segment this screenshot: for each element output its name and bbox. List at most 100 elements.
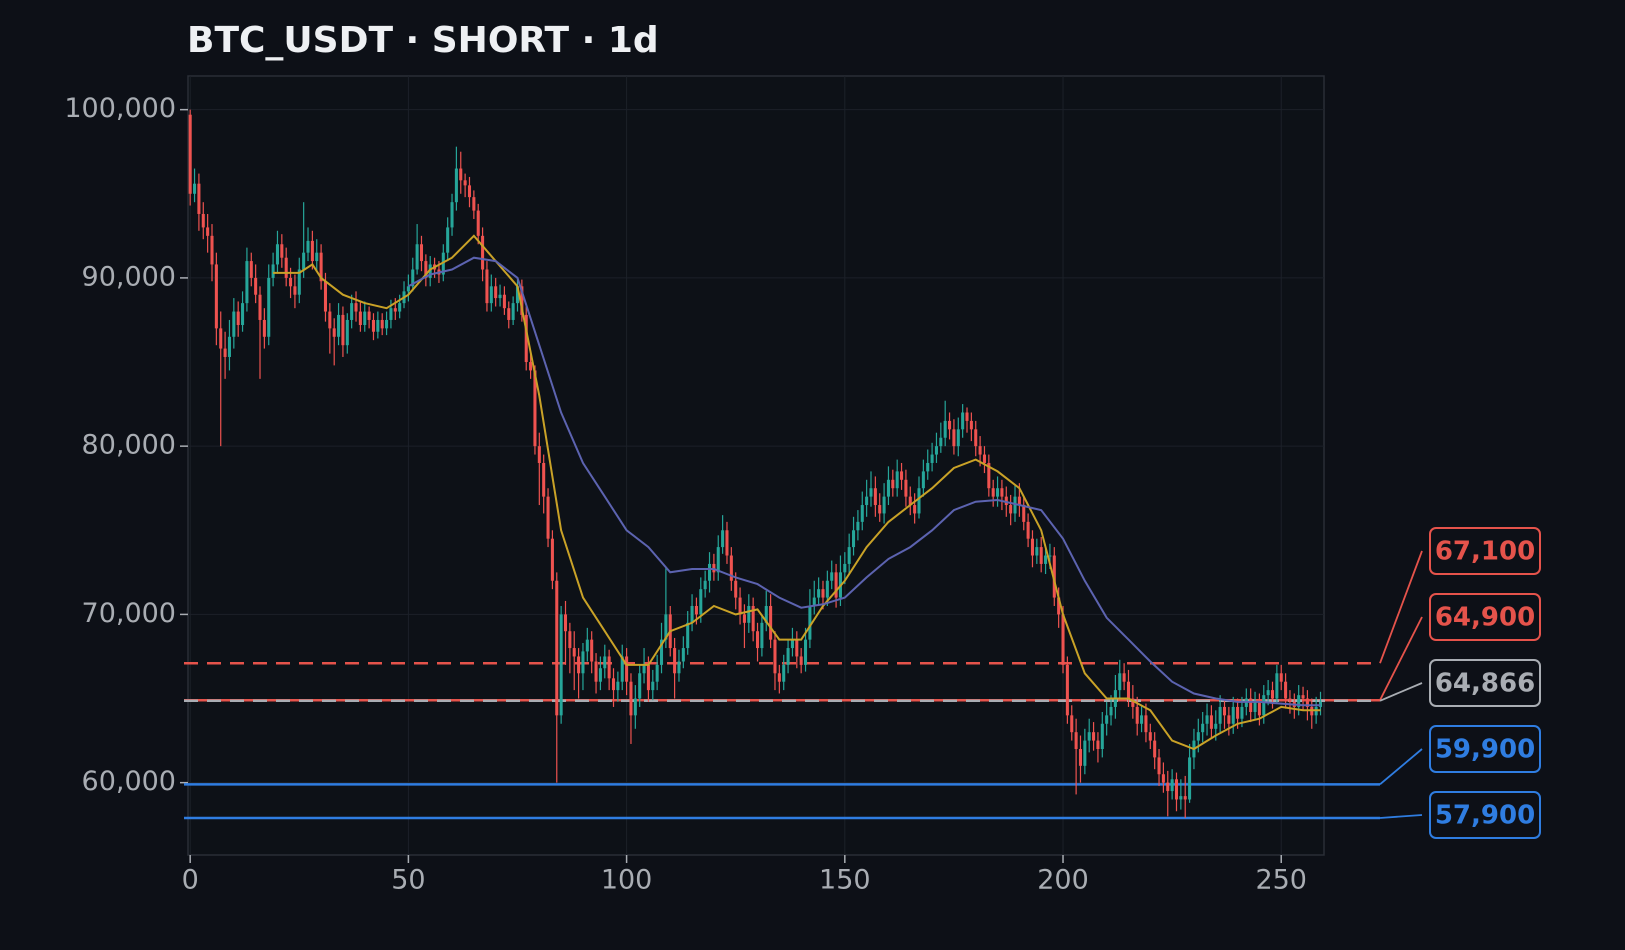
- candle-body: [1301, 695, 1305, 699]
- candle-body: [1231, 706, 1235, 724]
- candle-body: [620, 656, 624, 682]
- candle-body: [969, 420, 973, 430]
- level-label-box: [1429, 593, 1541, 641]
- candle-body: [494, 286, 498, 299]
- candle-body: [987, 462, 991, 489]
- candle-body: [446, 227, 450, 253]
- candle-body: [1227, 715, 1231, 724]
- candle-body: [367, 311, 371, 320]
- candle-body: [1218, 706, 1222, 724]
- candle-body: [1078, 749, 1083, 766]
- level-labels: 67,100 64,900 64,866 59,900 57,900: [1429, 527, 1541, 839]
- candle-body: [1284, 681, 1288, 699]
- candle-body: [956, 429, 960, 447]
- candle-body: [786, 648, 790, 665]
- candle-body: [830, 572, 834, 581]
- candle-body: [782, 664, 786, 682]
- candle-body: [280, 244, 284, 258]
- candle-body: [197, 183, 201, 214]
- candle-body: [1249, 698, 1253, 712]
- candle-body: [1048, 555, 1052, 557]
- candle-body: [1222, 706, 1227, 716]
- candle-body: [878, 505, 882, 514]
- candle-body: [1140, 715, 1144, 724]
- candle-body: [577, 656, 581, 674]
- candle-body: [1070, 715, 1074, 733]
- candle-body: [934, 446, 938, 455]
- plot-area: [187, 75, 1325, 856]
- candle-body: [1074, 732, 1078, 750]
- candle-body: [1170, 779, 1174, 792]
- candle-body: [642, 664, 646, 674]
- candle-body: [856, 521, 860, 531]
- candle-body: [297, 269, 301, 295]
- candle-body: [485, 269, 489, 304]
- candle-body: [241, 303, 245, 326]
- candle-body: [751, 605, 755, 632]
- candle-body: [1035, 547, 1039, 556]
- candle-body: [1118, 673, 1122, 691]
- candle-body: [616, 681, 620, 691]
- candle-body: [1288, 698, 1292, 702]
- moving-averages: [273, 234, 1321, 751]
- candle-body: [1144, 715, 1148, 733]
- candle-body: [249, 261, 253, 278]
- candle-body: [1039, 547, 1043, 564]
- candle-body: [638, 673, 642, 699]
- candle-body: [974, 429, 978, 447]
- candle-body: [472, 197, 476, 211]
- candle-body: [201, 213, 205, 228]
- candle-body: [681, 648, 685, 662]
- candle-body: [555, 580, 559, 716]
- candle-body: [852, 530, 856, 548]
- candle-body: [563, 614, 568, 632]
- candle-body: [193, 183, 197, 194]
- candle-body: [1205, 715, 1209, 724]
- candle-body: [450, 202, 454, 228]
- y-tick-label: 100,000: [64, 93, 176, 124]
- candle-body: [1257, 701, 1261, 716]
- candle-body: [1009, 505, 1013, 514]
- candle-body: [293, 286, 297, 295]
- candle-body: [1201, 723, 1205, 733]
- candle-body: [1183, 796, 1187, 800]
- candle-body: [1174, 779, 1179, 800]
- candle-body: [489, 286, 493, 304]
- candle-body: [275, 244, 279, 265]
- candle-body: [428, 264, 432, 278]
- x-tick-label: 100: [601, 865, 653, 896]
- candle-body: [982, 454, 986, 463]
- candle-body: [459, 168, 463, 181]
- candle-body: [568, 631, 572, 649]
- candle-body: [769, 605, 773, 640]
- candle-body: [633, 698, 637, 716]
- candle-body: [188, 114, 192, 194]
- candle-body: [546, 496, 550, 539]
- candle-body: [825, 580, 829, 598]
- candle-body: [529, 362, 533, 371]
- candle-body: [511, 303, 515, 320]
- candle-body: [804, 639, 808, 665]
- level-label-box: [1429, 725, 1541, 773]
- candle-body: [476, 210, 480, 236]
- candle-body: [773, 639, 777, 674]
- candle-body: [515, 286, 520, 304]
- candle-body: [1236, 706, 1240, 719]
- candle-body: [965, 412, 969, 421]
- candle-body: [1188, 757, 1192, 800]
- candle-body: [598, 668, 602, 682]
- candle-body: [380, 319, 384, 329]
- level-connector: [1379, 682, 1423, 702]
- candle-body: [655, 664, 659, 682]
- candle-body: [1004, 496, 1008, 506]
- moving-average: [273, 234, 1321, 751]
- candle-body: [1057, 597, 1061, 615]
- candle-body: [607, 656, 611, 679]
- x-tick-label: 0: [182, 865, 199, 896]
- candle-body: [358, 311, 362, 326]
- candle-body: [721, 530, 725, 548]
- candle-body: [603, 656, 607, 669]
- candle-body: [507, 308, 511, 320]
- candle-body: [764, 605, 768, 623]
- candle-body: [363, 311, 367, 326]
